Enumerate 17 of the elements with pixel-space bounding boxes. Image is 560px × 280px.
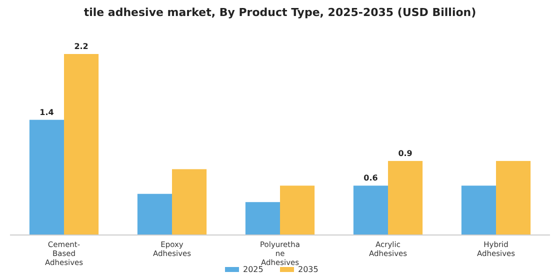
bar bbox=[172, 169, 207, 235]
bar bbox=[29, 120, 64, 235]
legend-label: 2035 bbox=[298, 265, 318, 274]
data-label: 1.4 bbox=[40, 108, 54, 117]
chart-title: tile adhesive market, By Product Type, 2025-2035 (USD Billion) bbox=[84, 6, 476, 19]
bar bbox=[496, 160, 531, 235]
data-label: 2.2 bbox=[74, 42, 88, 51]
bar bbox=[388, 160, 423, 235]
bar bbox=[280, 186, 315, 235]
data-label: 0.9 bbox=[398, 148, 413, 158]
bar bbox=[137, 194, 172, 235]
bar bbox=[245, 202, 280, 235]
bar bbox=[461, 186, 496, 235]
bar bbox=[353, 186, 388, 235]
data-label: 0.6 bbox=[364, 174, 378, 183]
bar bbox=[64, 54, 99, 235]
legend-label: 2025 bbox=[243, 265, 264, 274]
